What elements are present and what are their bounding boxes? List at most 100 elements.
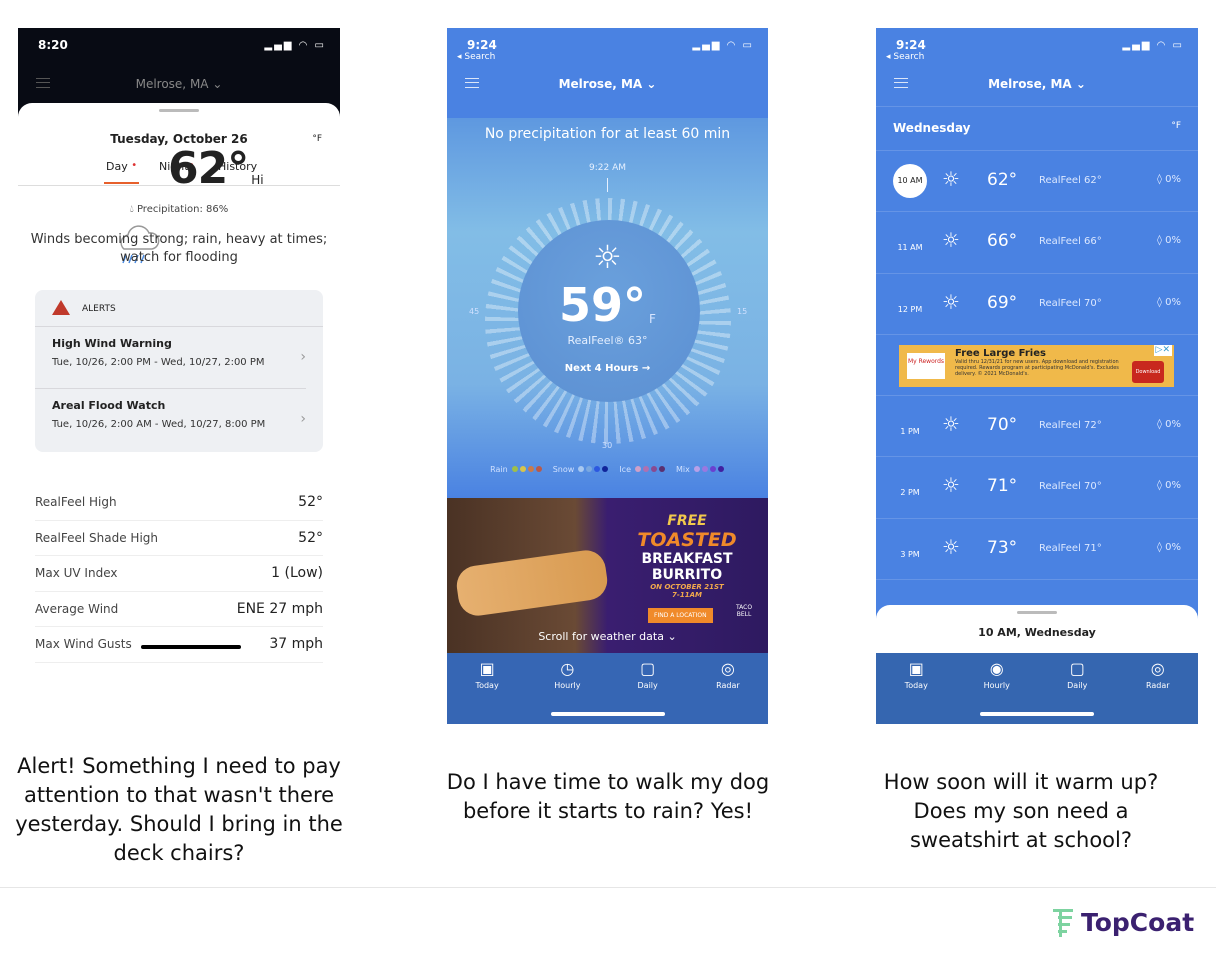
- nav-radar[interactable]: ◎ Radar: [688, 653, 768, 724]
- radar-icon: ◎: [720, 659, 735, 678]
- nav-radar[interactable]: ◎ Radar: [1118, 653, 1199, 724]
- legend-label: Rain: [490, 465, 508, 474]
- nav-hourly[interactable]: ◉ Hourly: [957, 653, 1038, 724]
- alert-dates: Tue, 10/26, 2:00 PM - Wed, 10/27, 2:00 P…: [52, 357, 265, 368]
- location-label: Melrose, MA: [988, 77, 1072, 91]
- calendar-icon: ▢: [1069, 659, 1085, 678]
- legend-label: Snow: [552, 465, 575, 474]
- my-rewards-logo: My Rewords: [907, 352, 945, 379]
- stat-row: RealFeel Shade High 52°: [35, 521, 323, 556]
- nav-daily[interactable]: ▢ Daily: [608, 653, 688, 724]
- partly-sunny-icon: ☼: [942, 228, 960, 253]
- high-temp-block: 62° Hi: [168, 143, 264, 195]
- legend-group: Ice: [619, 465, 666, 474]
- ad-body: Valid thru 12/31/21 for new users. App d…: [955, 358, 1119, 377]
- stat-row: Max Wind Gusts 37 mph: [35, 627, 323, 663]
- tab-day[interactable]: Day •: [103, 160, 140, 184]
- hourly-row[interactable]: 3 PM ☼ 73° RealFeel 71° ◊ 0%: [876, 519, 1198, 581]
- precip-value: 0%: [1165, 541, 1181, 553]
- hour-time: 10 AM: [893, 164, 927, 198]
- ad-banner: My Rewords Free Large Fries Valid thru 1…: [899, 344, 1174, 387]
- legend-label: Ice: [619, 465, 631, 474]
- legend-group: Snow: [553, 465, 610, 474]
- stats-list: RealFeel High 52° RealFeel Shade High 52° …: [35, 485, 323, 663]
- location-selector[interactable]: Melrose, MA ⌄: [135, 77, 223, 91]
- ad-line: 7-11AM: [672, 591, 702, 599]
- ad-title: Free Large Fries: [955, 347, 1046, 359]
- day-title: Wednesday: [893, 121, 971, 135]
- tab-history[interactable]: History: [218, 160, 257, 173]
- precip-value: 0%: [1165, 235, 1181, 247]
- ad-line: FREE: [667, 513, 707, 529]
- hourly-row[interactable]: 12 PM ☼ 69° RealFeel 70° ◊ 0%: [876, 274, 1198, 335]
- status-icons: ▂▄▆ ◠ ▭: [692, 40, 754, 51]
- nav-today[interactable]: ▣ Today: [876, 653, 957, 724]
- menu-icon[interactable]: [894, 78, 908, 88]
- legend-swatch: [535, 466, 542, 472]
- precipitation: 💧︎ Precipitation: 86%: [18, 204, 340, 215]
- hourly-row[interactable]: 11 AM ☼ 66° RealFeel 66° ◊ 0%: [876, 212, 1198, 274]
- precip-legend: Rain Snow Ice Mix: [447, 465, 768, 474]
- dial-label-15: 15: [737, 307, 748, 316]
- tab-night[interactable]: Night•: [159, 160, 195, 173]
- home-indicator: [550, 712, 665, 716]
- back-to-search[interactable]: ◂ Search: [457, 52, 496, 62]
- status-time: 8:20: [38, 38, 68, 52]
- hour-temp: 73°: [987, 537, 1018, 558]
- nav-hourly[interactable]: ◷ Hourly: [527, 653, 607, 724]
- sheet-title: 10 AM, Wednesday: [978, 626, 1096, 639]
- radar-icon: ◎: [1150, 659, 1165, 678]
- detail-sheet[interactable]: 10 AM, Wednesday: [876, 605, 1198, 653]
- unit-toggle[interactable]: °F: [312, 134, 322, 144]
- precip-value: 0%: [1165, 174, 1181, 185]
- alert-item[interactable]: High Wind Warning Tue, 10/26, 2:00 PM - W…: [35, 327, 306, 388]
- ad-close-icon[interactable]: ▷✕: [1153, 344, 1172, 356]
- tab-label: Night: [159, 160, 189, 173]
- calendar-today-icon: ▣: [908, 659, 924, 678]
- nav-label: Today: [475, 681, 499, 690]
- stat-value: 52°: [298, 529, 323, 546]
- legend-swatch: [586, 466, 593, 472]
- status-icons: ▂▄▆ ◠ ▭: [1122, 40, 1184, 51]
- scroll-hint[interactable]: Scroll for weather data ⌄: [538, 630, 677, 643]
- back-to-search[interactable]: ◂ Search: [886, 52, 925, 62]
- hour-realfeel: RealFeel 66°: [1039, 236, 1102, 248]
- ad-line: BREAKFAST: [641, 551, 733, 567]
- precipitation-text: Precipitation: 86%: [136, 204, 229, 215]
- hourly-row[interactable]: 2 PM ☼ 71° RealFeel 70° ◊ 0%: [876, 457, 1198, 519]
- ad-line: ON OCTOBER 21ST: [650, 583, 724, 591]
- stat-value: 1 (Low): [271, 565, 323, 582]
- next-4-hours-link[interactable]: Next 4 Hours →: [564, 363, 651, 374]
- nav-daily[interactable]: ▢ Daily: [1037, 653, 1118, 724]
- ad-download-button[interactable]: Download: [1132, 360, 1164, 383]
- taco-bell-ad[interactable]: FREE TOASTED BREAKFAST BURRITO ON OCTOBE…: [447, 498, 768, 653]
- forecast-description: Winds becoming strong; rain, heavy at ti…: [30, 232, 328, 265]
- sheet-handle[interactable]: [159, 109, 199, 112]
- legend-swatch: [519, 466, 526, 472]
- menu-icon[interactable]: [465, 78, 479, 88]
- hour-realfeel: RealFeel 70°: [1039, 481, 1102, 493]
- location-selector[interactable]: Melrose, MA ⌄: [558, 77, 657, 91]
- menu-icon[interactable]: [36, 78, 50, 88]
- legend-swatch: [602, 466, 609, 472]
- realfeel: RealFeel® 63°: [567, 334, 648, 347]
- caption-minutecast: Do I have time to walk my dog before it …: [446, 770, 770, 823]
- alert-item[interactable]: Areal Flood Watch Tue, 10/26, 2:00 AM - W…: [35, 388, 306, 449]
- mcdonalds-ad[interactable]: My Rewords Free Large Fries Valid thru 1…: [876, 335, 1198, 397]
- sheet-handle[interactable]: [1017, 611, 1057, 614]
- hour-precip: ◊ 0%: [1157, 542, 1181, 553]
- ad-line: BURRITO: [651, 567, 723, 583]
- hourly-row[interactable]: 1 PM ☼ 70° RealFeel 72° ◊ 0%: [876, 396, 1198, 458]
- precip-value: 0%: [1165, 480, 1181, 492]
- nav-today[interactable]: ▣ Today: [447, 653, 527, 724]
- legend-swatch: [594, 466, 601, 472]
- high-label: Hi: [251, 173, 264, 187]
- current-conditions-orb[interactable]: [518, 220, 700, 402]
- hour-realfeel: RealFeel 72°: [1039, 420, 1102, 432]
- unit-toggle[interactable]: °F: [1171, 121, 1181, 131]
- hour-precip: ◊ 0%: [1157, 419, 1181, 430]
- location-selector[interactable]: Melrose, MA ⌄: [988, 77, 1086, 91]
- hourly-row[interactable]: 10 AM ☼ 62° RealFeel 62° ◊ 0%: [876, 151, 1198, 213]
- find-location-button[interactable]: FIND A LOCATION: [648, 608, 713, 623]
- nav-label: Radar: [1145, 681, 1170, 690]
